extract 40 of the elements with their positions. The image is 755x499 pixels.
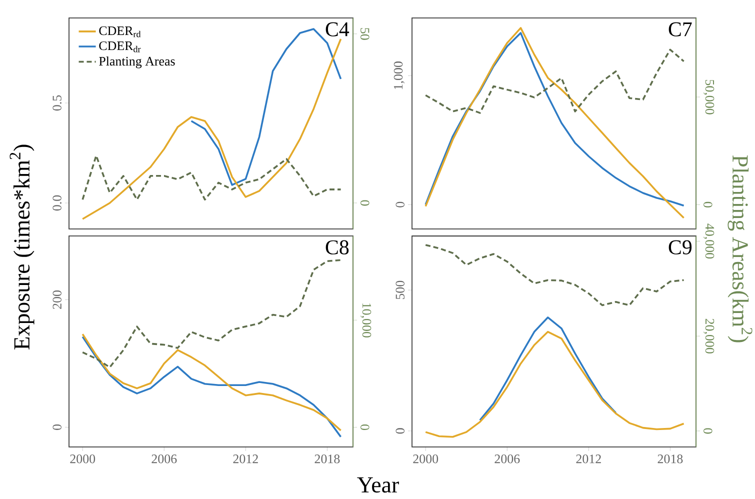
x-tick-label: 2018 [314,454,340,464]
y2-tick-label: 0 [360,424,370,430]
y2-tick-label: 40,000 [704,224,714,259]
x-axis-title: Year [357,477,399,493]
x-tick-label: 2012 [233,454,258,464]
y-tick-label: 500 [396,280,404,300]
x-tick-label: 2018 [658,454,683,464]
y-axis-title: Exposure (times*km$^{2}$) [10,144,34,350]
y2-tick-label: 10,000 [360,303,372,338]
chart-title: C9 [668,240,692,254]
line-series [479,316,617,422]
chart-title: C7 [668,22,692,36]
x-tick-label: 2012 [576,454,601,464]
line-series [82,154,342,200]
x-tick-label: 2006 [494,454,520,464]
line-series [424,330,685,438]
y2-tick-label: 20,000 [704,318,714,354]
y2-tick-label: 50 [360,28,370,40]
y-tick-label: 0.0 [52,195,62,211]
y-tick-label: 0 [52,424,62,430]
y-tick-label: 0.5 [52,95,62,111]
y-tick-label: 0 [396,428,404,434]
legend-label: CDER$_{rd}$ [99,26,141,38]
legend-label: CDER$_{dr}$ [99,41,141,52]
x-tick-label: 2000 [70,454,96,464]
legend-label: Planting Areas [99,56,175,68]
y-tick-label: 0 [396,202,404,208]
chart-title: C8 [326,240,349,254]
y2-axis-title: Planting Areas(km$^{2}$) [728,155,752,342]
x-tick-label: 2000 [413,454,438,464]
y-tick-label: 1,000 [394,62,404,90]
y2-tick-label: 0 [704,428,712,434]
line-series [424,48,685,114]
y2-tick-label: 0 [360,200,370,206]
y-tick-label: 200 [52,290,62,309]
y2-tick-label: 50,000 [704,80,714,114]
y2-tick-label: 0 [704,202,712,208]
chart-title: C4 [326,22,350,36]
x-tick-label: 2006 [152,454,177,464]
line-series [82,259,342,368]
